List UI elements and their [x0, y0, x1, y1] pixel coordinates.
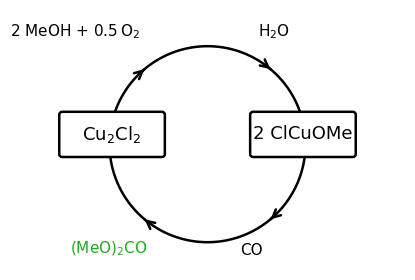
Text: 2 ClCuOMe: 2 ClCuOMe: [253, 125, 353, 143]
FancyBboxPatch shape: [59, 112, 165, 157]
FancyBboxPatch shape: [250, 112, 356, 157]
Text: Cu$_2$Cl$_2$: Cu$_2$Cl$_2$: [83, 124, 142, 145]
Text: 2 MeOH + 0.5 O$_2$: 2 MeOH + 0.5 O$_2$: [10, 22, 140, 41]
Text: CO: CO: [240, 243, 263, 258]
Text: H$_2$O: H$_2$O: [258, 22, 290, 41]
Text: (MeO)$_2$CO: (MeO)$_2$CO: [70, 240, 148, 258]
